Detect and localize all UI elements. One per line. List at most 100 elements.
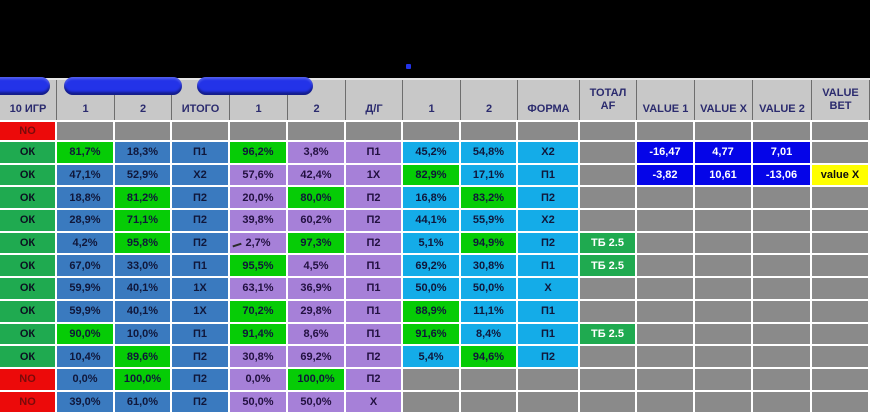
cell[interactable]: 10,4%	[57, 346, 115, 369]
cell[interactable]	[753, 323, 812, 347]
header-cell[interactable]: VALUE X	[695, 80, 753, 120]
cell[interactable]: П2	[518, 346, 580, 369]
cell[interactable]	[812, 210, 870, 233]
cell[interactable]: 67,0%	[57, 255, 115, 279]
cell[interactable]: -16,47	[637, 142, 695, 165]
cell[interactable]: 18,8%	[57, 187, 115, 211]
cell[interactable]: П1	[518, 164, 580, 188]
cell[interactable]: 39,8%	[230, 210, 288, 233]
cell[interactable]: 90,0%	[57, 323, 115, 347]
cell[interactable]	[461, 391, 518, 414]
cell[interactable]: 8,4%	[461, 323, 518, 347]
cell[interactable]: 29,8%	[288, 300, 346, 324]
cell[interactable]: 0,0%	[230, 368, 288, 392]
cell[interactable]: П2	[172, 368, 230, 392]
cell[interactable]: 4,5%	[288, 255, 346, 279]
cell[interactable]: 80,0%	[288, 187, 346, 211]
cell[interactable]: П2	[518, 232, 580, 256]
cell[interactable]: 60,2%	[288, 210, 346, 233]
cell[interactable]: П2	[346, 346, 403, 369]
cell[interactable]: ТБ 2.5	[580, 232, 637, 256]
cell[interactable]: ТБ 2.5	[580, 255, 637, 279]
cell[interactable]: 81,7%	[57, 142, 115, 165]
cell[interactable]: 100,0%	[115, 368, 172, 392]
cell[interactable]: 39,0%	[57, 391, 115, 414]
cell[interactable]: П2	[346, 232, 403, 256]
cell[interactable]: 59,9%	[57, 278, 115, 301]
cell[interactable]	[812, 300, 870, 324]
cell[interactable]	[580, 122, 637, 142]
cell[interactable]: NO	[0, 122, 57, 142]
cell[interactable]: П2	[172, 210, 230, 233]
cell[interactable]: 55,9%	[461, 210, 518, 233]
cell[interactable]: 33,0%	[115, 255, 172, 279]
cell[interactable]: 71,1%	[115, 210, 172, 233]
cell[interactable]	[753, 300, 812, 324]
header-cell[interactable]: Д/Г	[346, 80, 403, 120]
cell[interactable]: ОК	[0, 300, 57, 324]
header-cell[interactable]: 10 ИГР	[0, 80, 57, 120]
cell[interactable]	[812, 142, 870, 165]
cell[interactable]: 54,8%	[461, 142, 518, 165]
cell[interactable]	[461, 122, 518, 142]
cell[interactable]: 3,8%	[288, 142, 346, 165]
cell[interactable]: NO	[0, 391, 57, 414]
header-cell[interactable]: ИТОГО	[172, 80, 230, 120]
cell[interactable]	[403, 391, 461, 414]
cell[interactable]: 8,6%	[288, 323, 346, 347]
cell[interactable]: П1	[346, 255, 403, 279]
cell[interactable]: П1	[172, 142, 230, 165]
cell[interactable]	[695, 232, 753, 256]
cell[interactable]: -3,82	[637, 164, 695, 188]
cell[interactable]: П1	[518, 255, 580, 279]
cell[interactable]: 100,0%	[288, 368, 346, 392]
cell[interactable]	[695, 346, 753, 369]
cell[interactable]: ОК	[0, 142, 57, 165]
cell[interactable]: ОК	[0, 232, 57, 256]
cell[interactable]: П2	[172, 187, 230, 211]
cell[interactable]: П2	[346, 368, 403, 392]
cell[interactable]	[580, 210, 637, 233]
cell[interactable]	[518, 122, 580, 142]
cell[interactable]	[753, 210, 812, 233]
cell[interactable]	[812, 187, 870, 211]
cell[interactable]: 11,1%	[461, 300, 518, 324]
cell[interactable]: П1	[346, 142, 403, 165]
cell[interactable]: 10,0%	[115, 323, 172, 347]
cell[interactable]: 50,0%	[461, 278, 518, 301]
header-cell[interactable]: VALUE 2	[753, 80, 812, 120]
cell[interactable]: 18,3%	[115, 142, 172, 165]
header-cell[interactable]: VALUE BET	[812, 80, 870, 120]
cell[interactable]: value X	[812, 164, 870, 188]
cell[interactable]	[580, 346, 637, 369]
cell[interactable]: П1	[346, 300, 403, 324]
cell[interactable]	[695, 278, 753, 301]
cell[interactable]: 91,6%	[403, 323, 461, 347]
cell[interactable]	[695, 255, 753, 279]
cell[interactable]	[812, 368, 870, 392]
cell[interactable]	[580, 142, 637, 165]
cell[interactable]: П1	[518, 323, 580, 347]
cell[interactable]: П1	[172, 255, 230, 279]
cell[interactable]: 81,2%	[115, 187, 172, 211]
cell[interactable]: 10,61	[695, 164, 753, 188]
cell[interactable]	[753, 122, 812, 142]
cell[interactable]: П2	[172, 346, 230, 369]
cell[interactable]	[580, 391, 637, 414]
cell[interactable]: 30,8%	[230, 346, 288, 369]
cell[interactable]: 69,2%	[403, 255, 461, 279]
cell[interactable]: ОК	[0, 187, 57, 211]
cell[interactable]: 50,0%	[288, 391, 346, 414]
cell[interactable]: 4,2%	[57, 232, 115, 256]
cell[interactable]	[230, 122, 288, 142]
cell[interactable]	[812, 391, 870, 414]
cell[interactable]	[518, 368, 580, 392]
cell[interactable]: 94,6%	[461, 346, 518, 369]
cell[interactable]	[580, 278, 637, 301]
cell[interactable]	[753, 278, 812, 301]
cell[interactable]: 95,8%	[115, 232, 172, 256]
cell[interactable]: 45,2%	[403, 142, 461, 165]
cell[interactable]: 1X	[346, 164, 403, 188]
cell[interactable]	[812, 278, 870, 301]
cell[interactable]: 82,9%	[403, 164, 461, 188]
